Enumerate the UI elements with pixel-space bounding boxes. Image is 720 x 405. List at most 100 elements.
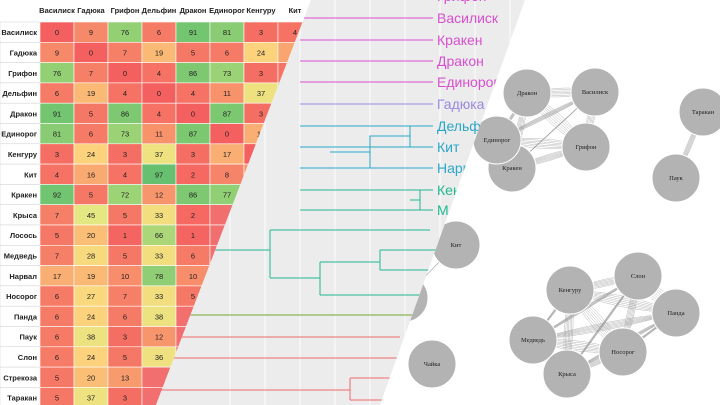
leaf-label: Кракен — [437, 32, 483, 48]
row-label: Нарвал — [9, 272, 37, 281]
cell-value: 6 — [55, 353, 59, 362]
node-circle[interactable] — [502, 68, 552, 118]
cell-value: 6 — [123, 312, 127, 321]
cell-value: 3 — [259, 109, 263, 118]
cell-value: 91 — [189, 28, 197, 37]
node-circle[interactable] — [570, 67, 620, 117]
cell-value: 5 — [123, 353, 127, 362]
graph-node[interactable]: Слон — [613, 251, 663, 301]
cell-value: 8 — [225, 170, 229, 179]
column-header: Кит — [289, 6, 302, 15]
cell-value: 77 — [223, 191, 231, 200]
cell-value: 5 — [89, 191, 93, 200]
cell-value: 76 — [53, 69, 61, 78]
row-label: Единорог — [1, 130, 37, 139]
row-label: Лосось — [10, 231, 38, 240]
node-label: Василиск — [582, 89, 609, 96]
cell-value: 5 — [123, 211, 127, 220]
cell-value: 0 — [191, 109, 195, 118]
cell-value: 19 — [87, 272, 95, 281]
cell-value: 5 — [123, 251, 127, 260]
header-row-bg — [0, 0, 311, 22]
cell-value: 87 — [223, 109, 231, 118]
row-label: Дракон — [10, 109, 37, 118]
graph-node[interactable]: Таракан — [678, 87, 720, 137]
node-circle[interactable] — [651, 153, 701, 203]
cell-value: 92 — [53, 191, 61, 200]
column-header: Единорог — [209, 6, 245, 15]
row-label: Панда — [14, 312, 38, 321]
graph-node[interactable]: Медведь — [508, 315, 558, 365]
node-circle[interactable] — [561, 122, 611, 172]
cell-value: 86 — [189, 191, 197, 200]
graph-node[interactable]: Паук — [651, 153, 701, 203]
row-label: Паук — [20, 333, 38, 342]
cell-value: 81 — [223, 28, 231, 37]
node-circle[interactable] — [651, 288, 701, 338]
row-label: Медведь — [4, 251, 38, 260]
cell-value: 16 — [87, 170, 95, 179]
node-label: Кит — [451, 242, 462, 249]
node-label: Дракон — [517, 90, 538, 97]
cell-value: 2 — [191, 211, 195, 220]
leaf-label: Дракон — [437, 53, 484, 69]
cell-value: 6 — [55, 333, 59, 342]
cell-value: 73 — [223, 69, 231, 78]
cell-value: 1 — [191, 231, 195, 240]
cell-value: 7 — [123, 292, 127, 301]
node-label: Крыса — [558, 371, 576, 378]
node-circle[interactable] — [407, 339, 457, 389]
row-label: Василиск — [1, 28, 37, 37]
cell-value: 10 — [189, 272, 197, 281]
node-circle[interactable] — [542, 349, 592, 399]
cell-value: 87 — [189, 130, 197, 139]
cell-value: 6 — [89, 130, 93, 139]
cell-value: 19 — [155, 48, 163, 57]
graph-node[interactable]: Крыса — [542, 349, 592, 399]
cell-value: 3 — [191, 150, 195, 159]
graph-node[interactable]: Дракон — [502, 68, 552, 118]
cell-value: 12 — [155, 333, 163, 342]
cell-value: 3 — [259, 28, 263, 37]
row-label: Стрекоза — [3, 373, 38, 382]
graph-node[interactable]: Чайка — [407, 339, 457, 389]
cell-value: 73 — [121, 130, 129, 139]
cell-value: 24 — [257, 48, 265, 57]
leaf-label: Василиск — [437, 10, 499, 26]
cell-value: 7 — [123, 48, 127, 57]
cell-value: 3 — [123, 333, 127, 342]
cell-value: 5 — [89, 109, 93, 118]
cell-value: 0 — [89, 48, 93, 57]
cell-value: 4 — [293, 28, 297, 37]
cell-value: 4 — [157, 109, 161, 118]
node-circle[interactable] — [613, 251, 663, 301]
cell-value: 86 — [189, 69, 197, 78]
node-circle[interactable] — [598, 327, 648, 377]
node-circle[interactable] — [678, 87, 720, 137]
node-label: Чайка — [424, 361, 441, 368]
graph-node[interactable]: Носорог — [598, 327, 648, 377]
cell-value: 2 — [191, 170, 195, 179]
cell-value: 17 — [223, 150, 231, 159]
cell-value: 38 — [155, 312, 163, 321]
graph-node[interactable]: Панда — [651, 288, 701, 338]
graph-node[interactable]: Кенгуру — [545, 265, 595, 315]
cell-value: 6 — [157, 28, 161, 37]
node-circle[interactable] — [545, 265, 595, 315]
cell-value: 6 — [55, 312, 59, 321]
graph-node[interactable]: Грифон — [561, 122, 611, 172]
cell-value: 24 — [87, 150, 95, 159]
cell-value: 5 — [191, 48, 195, 57]
column-header: Грифон — [111, 6, 140, 15]
cell-value: 72 — [121, 191, 129, 200]
node-label: Единорог — [484, 137, 511, 144]
cell-value: 37 — [87, 394, 95, 403]
cluster-link — [160, 336, 400, 401]
cell-value: 97 — [155, 170, 163, 179]
node-circle[interactable] — [508, 315, 558, 365]
cell-value: 38 — [87, 333, 95, 342]
graph-node[interactable]: Василиск — [570, 67, 620, 117]
column-header: Дельфин — [142, 6, 177, 15]
cell-value: 12 — [155, 191, 163, 200]
cell-value: 81 — [53, 130, 61, 139]
